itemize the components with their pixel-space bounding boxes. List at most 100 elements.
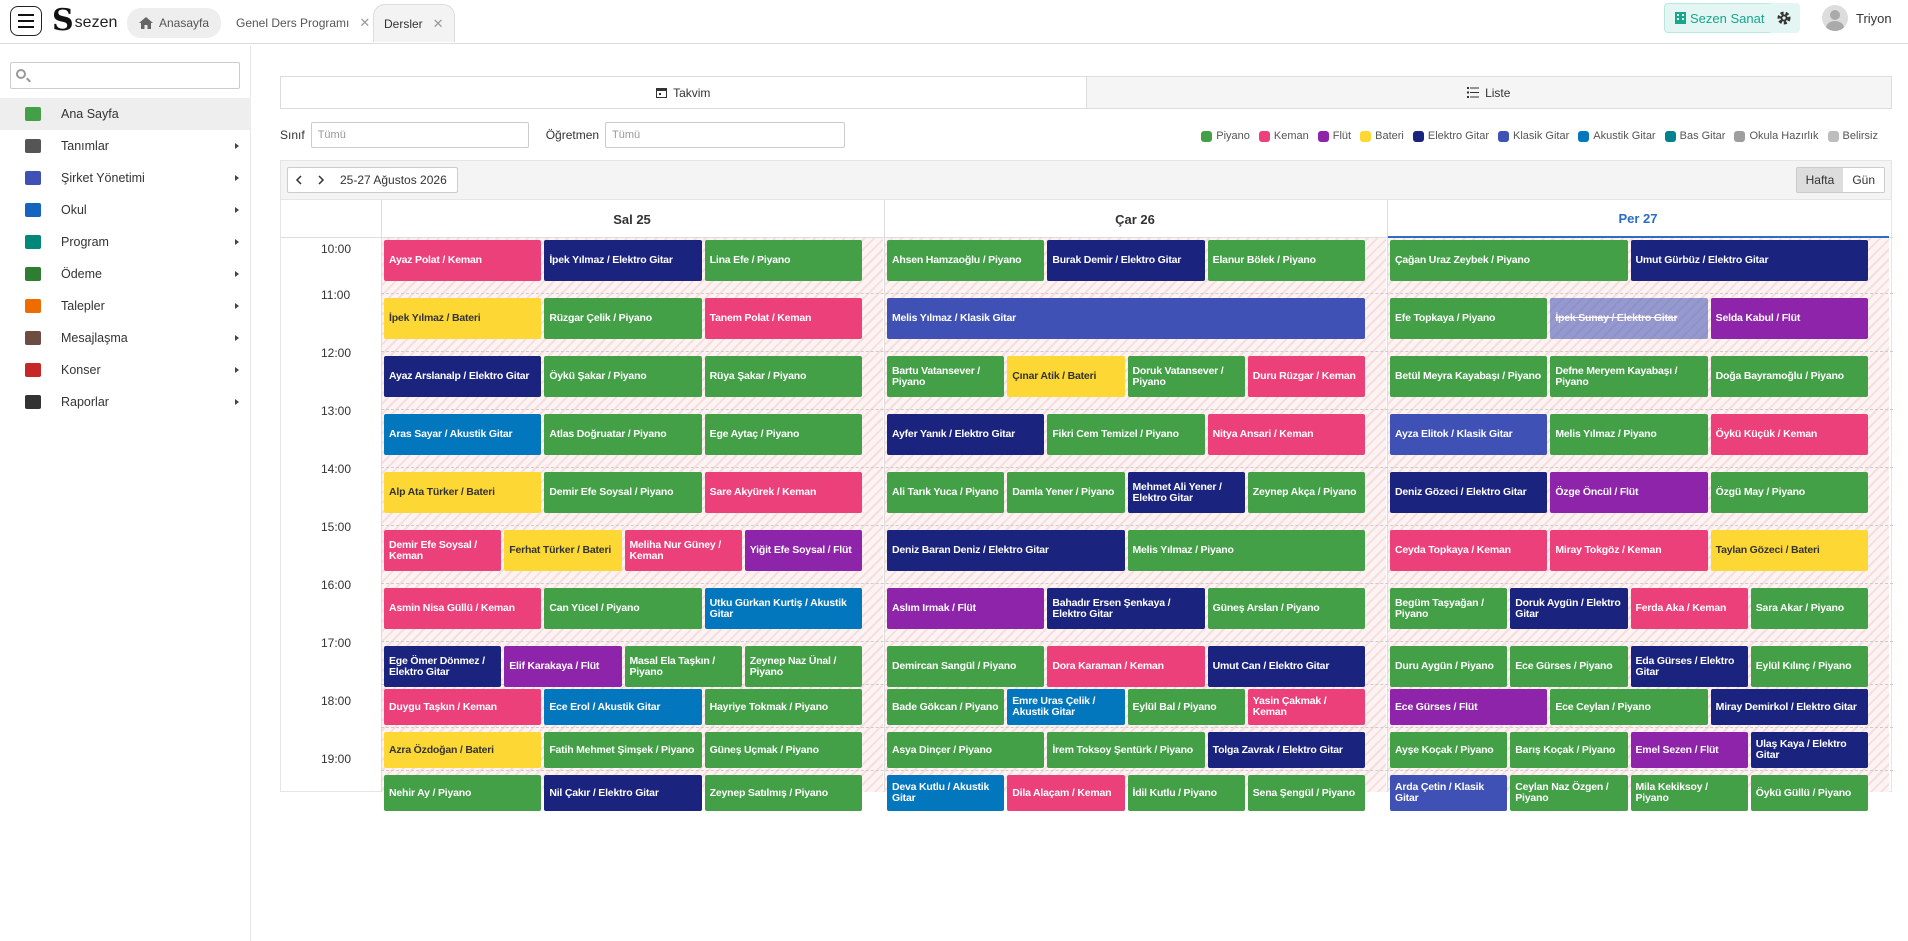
lesson-event[interactable]: Doğa Bayramoğlu / Piyano (1710, 356, 1868, 397)
lesson-event[interactable]: Ayfer Yanık / Elektro Gitar (887, 414, 1045, 455)
lesson-event[interactable]: Zeynep Akça / Piyano (1247, 472, 1365, 513)
lesson-event[interactable]: Bahadır Ersen Şenkaya / Elektro Gitar (1047, 588, 1205, 629)
lesson-event[interactable]: Sare Akyürek / Keman (704, 472, 862, 513)
lesson-event[interactable]: Taylan Gözeci / Bateri (1710, 530, 1868, 571)
sezen-sanat-button[interactable]: Sezen Sanat (1664, 3, 1776, 33)
lesson-event[interactable]: Çağan Uraz Zeybek / Piyano (1390, 240, 1628, 281)
tab-anasayfa[interactable]: Anasayfa (127, 8, 222, 38)
lesson-event[interactable]: Mila Kekiksoy / Piyano (1630, 775, 1748, 811)
lesson-event[interactable]: Hayriye Tokmak / Piyano (704, 689, 862, 725)
sidebar-item-ödeme[interactable]: Ödeme (0, 258, 251, 290)
lesson-event[interactable]: Duru Rüzgar / Keman (1247, 356, 1365, 397)
lesson-event[interactable]: Melis Yılmaz / Piyano (1550, 414, 1708, 455)
lesson-event[interactable]: Asya Dinçer / Piyano (887, 732, 1045, 768)
lesson-event[interactable]: Umut Can / Elektro Gitar (1207, 646, 1365, 687)
lesson-event[interactable]: Duru Aygün / Piyano (1390, 646, 1508, 687)
lesson-event[interactable]: Ceylan Naz Özgen / Piyano (1510, 775, 1628, 811)
lesson-event[interactable]: Fikri Cem Temizel / Piyano (1047, 414, 1205, 455)
lesson-event[interactable]: Demir Efe Soysal / Keman (384, 530, 502, 571)
lesson-event[interactable]: Arda Çetin / Klasik Gitar (1390, 775, 1508, 811)
lesson-event[interactable]: Barış Koçak / Piyano (1510, 732, 1628, 768)
week-view-button[interactable]: Hafta (1796, 168, 1844, 192)
settings-button[interactable] (1768, 3, 1800, 33)
lesson-event[interactable]: Ege Ömer Dönmez / Elektro Gitar (384, 646, 502, 687)
lesson-event[interactable]: Tolga Zavrak / Elektro Gitar (1207, 732, 1365, 768)
lesson-event[interactable]: Zeynep Satılmış / Piyano (704, 775, 862, 811)
lesson-event[interactable]: Mehmet Ali Yener / Elektro Gitar (1127, 472, 1245, 513)
lesson-event[interactable]: Elanur Bölek / Piyano (1207, 240, 1365, 281)
lesson-event[interactable]: Lina Efe / Piyano (704, 240, 862, 281)
lesson-event[interactable]: Ece Gürses / Flüt (1390, 689, 1548, 725)
lesson-event[interactable]: İpek Yılmaz / Elektro Gitar (544, 240, 702, 281)
lesson-event[interactable]: Azra Özdoğan / Bateri (384, 732, 542, 768)
lesson-event[interactable]: Rüzgar Çelik / Piyano (544, 298, 702, 339)
lesson-event[interactable]: Aslım Irmak / Flüt (887, 588, 1045, 629)
lesson-event[interactable]: Deva Kutlu / Akustik Gitar (887, 775, 1005, 811)
close-icon[interactable]: ✕ (359, 15, 371, 30)
lesson-event[interactable]: Demir Efe Soysal / Piyano (544, 472, 702, 513)
lesson-event[interactable]: Meliha Nur Güney / Keman (624, 530, 742, 571)
lesson-event[interactable]: Nehir Ay / Piyano (384, 775, 542, 811)
lesson-event[interactable]: Betül Meyra Kayabaşı / Piyano (1390, 356, 1548, 397)
lesson-event[interactable]: İdil Kutlu / Piyano (1127, 775, 1245, 811)
lesson-event[interactable]: Ulaş Kaya / Elektro Gitar (1750, 732, 1868, 768)
lesson-event[interactable]: Tanem Polat / Keman (704, 298, 862, 339)
lesson-event[interactable]: Rüya Şakar / Piyano (704, 356, 862, 397)
lesson-event[interactable]: Selda Kabul / Flüt (1710, 298, 1868, 339)
sidebar-item-tanımlar[interactable]: Tanımlar (0, 130, 251, 162)
lesson-event[interactable]: Ayaz Polat / Keman (384, 240, 542, 281)
lesson-event[interactable]: Miray Tokgöz / Keman (1550, 530, 1708, 571)
lesson-event[interactable]: Ahsen Hamzaoğlu / Piyano (887, 240, 1045, 281)
lesson-event[interactable]: Yiğit Efe Soysal / Flüt (744, 530, 862, 571)
lesson-event[interactable]: Doruk Vatansever / Piyano (1127, 356, 1245, 397)
lesson-event[interactable]: Ayza Elitok / Klasik Gitar (1390, 414, 1548, 455)
sidebar-item-konser[interactable]: Konser (0, 354, 251, 386)
lesson-event[interactable]: Begüm Taşyağan / Piyano (1390, 588, 1508, 629)
lesson-event[interactable]: Ferhat Türker / Bateri (504, 530, 622, 571)
day-view-button[interactable]: Gün (1843, 168, 1884, 192)
lesson-event[interactable]: Ayşe Koçak / Piyano (1390, 732, 1508, 768)
sidebar-item-ana-sayfa[interactable]: Ana Sayfa (0, 98, 251, 130)
lesson-event[interactable]: Deniz Gözeci / Elektro Gitar (1390, 472, 1548, 513)
lesson-event[interactable]: Zeynep Naz Ünal / Piyano (744, 646, 862, 687)
lesson-event[interactable]: Ferda Aka / Keman (1630, 588, 1748, 629)
lesson-event[interactable]: Burak Demir / Elektro Gitar (1047, 240, 1205, 281)
lesson-event[interactable]: Yasin Çakmak / Keman (1247, 689, 1365, 725)
class-filter-input[interactable]: Tümü (310, 122, 529, 148)
lesson-event[interactable]: Efe Topkaya / Piyano (1390, 298, 1548, 339)
hamburger-menu-button[interactable] (10, 6, 42, 36)
lesson-event[interactable]: Emre Uras Çelik / Akustik Gitar (1007, 689, 1125, 725)
lesson-event[interactable]: Duygu Taşkın / Keman (384, 689, 542, 725)
lesson-event[interactable]: Özgü May / Piyano (1710, 472, 1868, 513)
lesson-event[interactable]: Ali Tarık Yuca / Piyano (887, 472, 1005, 513)
lesson-event[interactable]: Can Yücel / Piyano (544, 588, 702, 629)
lesson-event[interactable]: Ayaz Arslanalp / Elektro Gitar (384, 356, 542, 397)
prev-week-button[interactable] (288, 168, 310, 192)
tab-dersler[interactable]: Dersler ✕ (373, 4, 455, 42)
sidebar-item-talepler[interactable]: Talepler (0, 290, 251, 322)
lesson-event[interactable]: Sena Şengül / Piyano (1247, 775, 1365, 811)
lesson-event[interactable]: Deniz Baran Deniz / Elektro Gitar (887, 530, 1125, 571)
lesson-event[interactable]: Defne Meryem Kayabaşı / Piyano (1550, 356, 1708, 397)
sidebar-item-raporlar[interactable]: Raporlar (0, 386, 251, 418)
lesson-event[interactable]: Dora Karaman / Keman (1047, 646, 1205, 687)
lesson-event[interactable]: Umut Gürbüz / Elektro Gitar (1630, 240, 1868, 281)
lesson-event[interactable]: Elif Karakaya / Flüt (504, 646, 622, 687)
sidebar-item-program[interactable]: Program (0, 226, 251, 258)
next-week-button[interactable] (310, 168, 332, 192)
lesson-event[interactable]: Ege Aytaç / Piyano (704, 414, 862, 455)
lesson-event[interactable]: Özge Öncül / Flüt (1550, 472, 1708, 513)
lesson-event[interactable]: Öykü Küçük / Keman (1710, 414, 1868, 455)
lesson-event[interactable]: Ece Ceylan / Piyano (1550, 689, 1708, 725)
lesson-event[interactable]: Güneş Uçmak / Piyano (704, 732, 862, 768)
lesson-event[interactable]: Asmin Nisa Güllü / Keman (384, 588, 542, 629)
lesson-event[interactable]: Güneş Arslan / Piyano (1207, 588, 1365, 629)
lesson-event[interactable]: Sara Akar / Piyano (1750, 588, 1868, 629)
lesson-event[interactable]: Ceyda Topkaya / Keman (1390, 530, 1548, 571)
sidebar-item-okul[interactable]: Okul (0, 194, 251, 226)
lesson-event[interactable]: Demircan Sangül / Piyano (887, 646, 1045, 687)
lesson-event[interactable]: Öykü Güllü / Piyano (1750, 775, 1868, 811)
lesson-event[interactable]: Emel Sezen / Flüt (1630, 732, 1748, 768)
lesson-event[interactable]: Eda Gürses / Elektro Gitar (1630, 646, 1748, 687)
